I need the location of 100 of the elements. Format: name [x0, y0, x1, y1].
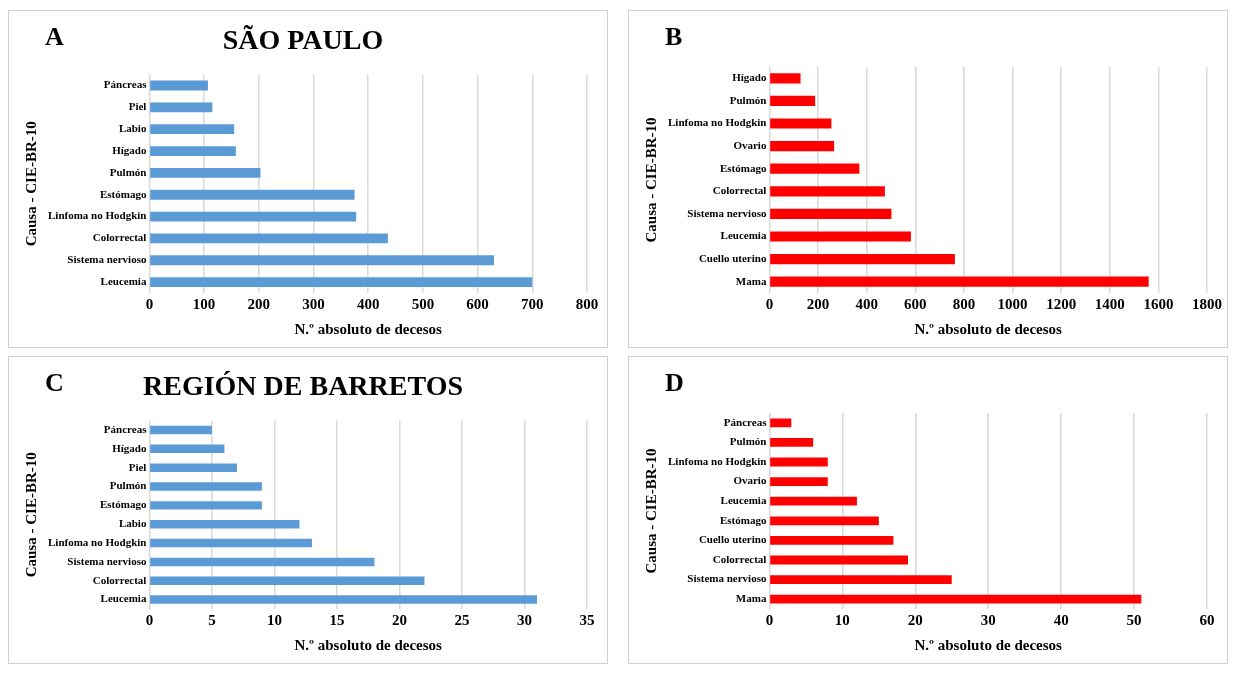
y-tick-label: Mama	[735, 274, 767, 287]
text: B	[665, 21, 683, 51]
y-tick-label: Linfoma no Hodgkin	[48, 535, 147, 548]
chart-title: REGIÓN DE BARRETOS	[142, 370, 464, 402]
bar	[770, 73, 801, 84]
x-tick-label: 50	[1126, 611, 1142, 628]
x-tick-label: 1800	[1192, 295, 1222, 312]
bar	[770, 555, 908, 565]
x-tick-label: 10	[266, 611, 282, 628]
bar	[770, 254, 955, 265]
bar	[150, 576, 425, 585]
chart-title: SÃO PAULO	[222, 24, 384, 56]
bar	[770, 141, 835, 152]
y-tick-label: Páncreas	[723, 415, 768, 428]
bar	[770, 496, 857, 506]
x-tick-label: 300	[302, 295, 325, 312]
y-tick-label: Sistema nervioso	[67, 253, 147, 266]
y-tick-label: Leucemia	[100, 592, 147, 605]
x-tick-label: 200	[247, 295, 271, 312]
x-tick-label: 10	[834, 611, 850, 628]
bar	[770, 418, 792, 428]
bar	[150, 425, 212, 435]
x-axis-title: N.º absoluto de decesos	[294, 320, 443, 337]
bar	[770, 231, 911, 242]
bar	[770, 186, 885, 197]
text: C	[45, 367, 64, 397]
x-tick-label: 0	[145, 295, 154, 312]
y-tick-label: Leucemia	[720, 229, 767, 242]
y-tick-label: Piel	[128, 100, 147, 113]
x-axis-title: N.º absoluto de decesos	[914, 636, 1063, 653]
x-tick-label: 500	[411, 295, 435, 312]
bar	[150, 444, 225, 454]
x-tick-label: 600	[466, 295, 489, 312]
x-tick-label: 600	[904, 295, 927, 312]
bar	[150, 501, 262, 510]
bar	[150, 124, 235, 135]
x-tick-label: 0	[145, 611, 154, 628]
bar	[770, 118, 832, 129]
bar	[150, 80, 208, 91]
y-tick-label: Cuello uterino	[698, 251, 767, 264]
y-tick-label: Leucemia	[100, 274, 147, 287]
y-tick-label: Hígado	[112, 143, 147, 156]
x-tick-label: 1600	[1143, 295, 1174, 312]
bar	[770, 208, 892, 219]
x-tick-label: 25	[454, 611, 470, 628]
x-tick-label: 1000	[997, 295, 1028, 312]
y-tick-label: Páncreas	[103, 78, 148, 91]
bar	[150, 255, 495, 266]
x-tick-label: 700	[521, 295, 544, 312]
bar	[770, 95, 816, 106]
y-tick-label: Linfoma no Hodgkin	[48, 209, 147, 222]
y-tick-label: Leucemia	[720, 494, 767, 507]
x-tick-label: 30	[516, 611, 532, 628]
bar	[770, 457, 828, 467]
y-tick-label: Cuello uterino	[698, 533, 767, 546]
y-tick-label: Pulmón	[729, 93, 767, 106]
x-tick-label: 400	[356, 295, 380, 312]
x-axis-title: N.º absoluto de decesos	[294, 636, 443, 653]
bar	[150, 102, 213, 113]
y-tick-label: Hígado	[112, 441, 147, 454]
y-tick-label: Labio	[118, 122, 147, 135]
y-axis-title: Causa - CIE-BR-10	[22, 452, 39, 578]
y-tick-label: Colorrectal	[712, 184, 767, 197]
x-tick-label: 1200	[1046, 295, 1077, 312]
bar	[770, 276, 1149, 287]
x-tick-label: 20	[391, 611, 407, 628]
bar	[150, 211, 357, 222]
bar	[150, 463, 237, 472]
x-tick-label: 60	[1199, 611, 1215, 628]
bar	[150, 538, 312, 548]
y-tick-label: Estómago	[99, 498, 147, 511]
y-axis-title: Causa - CIE-BR-10	[642, 448, 659, 574]
x-tick-label: 30	[980, 611, 996, 628]
bar	[770, 437, 814, 447]
bar	[770, 535, 894, 545]
y-tick-label: Pulmón	[109, 479, 147, 492]
text: D	[665, 367, 684, 397]
y-tick-label: Hígado	[732, 71, 767, 84]
y-tick-label: Sistema nervioso	[687, 206, 767, 219]
bar	[770, 477, 828, 487]
x-tick-label: 40	[1053, 611, 1069, 628]
x-tick-label: 800	[952, 295, 976, 312]
y-tick-label: Estómago	[719, 513, 767, 526]
y-tick-label: Sistema nervioso	[67, 554, 147, 567]
bar	[150, 146, 236, 156]
x-tick-label: 200	[806, 295, 830, 312]
y-tick-label: Colorrectal	[92, 573, 147, 586]
y-tick-label: Estómago	[719, 161, 767, 174]
y-axis-title: Causa - CIE-BR-10	[642, 117, 659, 243]
bar	[150, 519, 300, 529]
y-tick-label: Colorrectal	[92, 231, 147, 244]
y-tick-label: Ovario	[733, 474, 767, 487]
x-tick-label: 800	[575, 295, 599, 312]
x-tick-label: 15	[329, 611, 345, 628]
y-tick-label: Pulmón	[729, 435, 767, 448]
bar	[770, 575, 952, 585]
x-tick-label: 35	[579, 611, 595, 628]
bar	[150, 482, 262, 491]
x-tick-label: 100	[192, 295, 216, 312]
y-tick-label: Labio	[118, 517, 147, 530]
